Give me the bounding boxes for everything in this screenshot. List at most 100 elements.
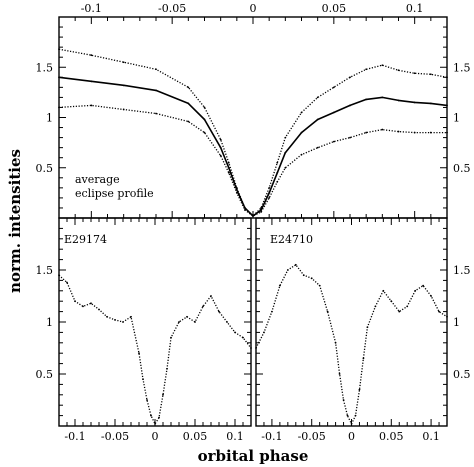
data-point xyxy=(334,341,337,344)
data-point xyxy=(326,310,329,313)
data-point xyxy=(316,146,319,149)
data-point xyxy=(227,161,230,164)
data-point xyxy=(170,336,172,339)
data-point xyxy=(260,209,262,211)
data-point xyxy=(397,69,400,72)
x-tick-label: -0.1 xyxy=(64,430,85,443)
data-point xyxy=(82,305,84,308)
y-tick-label: 1.5 xyxy=(453,61,471,74)
series-line-e29174-0 xyxy=(58,274,252,425)
x-tick-label: -0.05 xyxy=(158,2,186,15)
panel-frame-e24710 xyxy=(255,217,448,427)
data-point xyxy=(142,378,144,381)
data-point xyxy=(130,315,132,318)
data-point xyxy=(194,321,196,323)
data-point xyxy=(349,104,351,107)
data-point xyxy=(294,263,297,266)
panel-frame-e29174 xyxy=(58,217,252,427)
data-point xyxy=(203,118,206,121)
y-tick-label: 1.5 xyxy=(36,264,54,277)
data-point xyxy=(346,414,349,417)
data-point xyxy=(155,68,157,71)
data-point xyxy=(332,86,335,89)
data-point xyxy=(227,171,230,174)
data-point xyxy=(358,388,361,391)
data-point xyxy=(90,54,93,57)
data-point xyxy=(397,99,400,102)
data-point xyxy=(146,399,148,401)
data-point xyxy=(252,215,254,217)
data-point xyxy=(218,310,220,313)
data-point xyxy=(219,154,222,157)
data-point xyxy=(58,274,60,277)
data-point xyxy=(446,76,448,79)
data-point xyxy=(158,416,160,419)
data-point xyxy=(98,308,100,311)
data-point xyxy=(276,171,279,174)
data-point xyxy=(446,131,448,134)
data-point xyxy=(271,310,273,313)
data-point xyxy=(260,211,262,213)
y-tick-label: 1 xyxy=(453,112,460,125)
data-point xyxy=(349,136,351,139)
data-point xyxy=(316,118,319,121)
data-point xyxy=(155,112,157,115)
x-tick-label: -0.1 xyxy=(81,2,102,15)
data-point xyxy=(318,284,321,287)
data-point xyxy=(219,146,222,149)
data-point xyxy=(342,399,345,401)
data-point xyxy=(446,315,448,318)
y-tick-label: 0.5 xyxy=(36,162,54,175)
data-point xyxy=(90,104,93,107)
x-tick-label: 0.05 xyxy=(183,430,208,443)
x-tick-label: 0.1 xyxy=(406,2,424,15)
data-point xyxy=(90,302,92,305)
data-point xyxy=(365,98,368,101)
data-point xyxy=(235,191,238,194)
data-point xyxy=(284,151,287,154)
data-point xyxy=(234,331,236,334)
data-point xyxy=(278,284,281,287)
data-point xyxy=(122,84,125,87)
panel-annotation-average: average xyxy=(75,173,120,186)
data-point xyxy=(210,295,212,297)
data-point xyxy=(397,130,400,133)
data-point xyxy=(286,269,289,271)
data-point xyxy=(406,305,409,308)
data-point xyxy=(58,48,60,51)
data-point xyxy=(114,319,116,321)
data-point xyxy=(430,295,432,297)
y-tick-label: 1 xyxy=(46,316,53,329)
data-point xyxy=(398,310,401,313)
data-point xyxy=(350,423,353,425)
data-point xyxy=(155,89,157,92)
x-tick-label: -0.1 xyxy=(261,430,282,443)
data-point xyxy=(338,373,341,375)
data-point xyxy=(300,111,303,114)
x-tick-label: 0.05 xyxy=(322,2,347,15)
data-point xyxy=(365,131,368,134)
data-point xyxy=(429,102,432,105)
data-point xyxy=(300,153,303,156)
x-tick-label: 0.05 xyxy=(379,430,404,443)
data-point xyxy=(122,321,124,323)
data-point xyxy=(226,321,228,323)
data-point xyxy=(310,277,313,280)
data-point xyxy=(138,352,140,355)
data-point xyxy=(166,367,168,370)
data-point xyxy=(382,289,385,292)
data-point xyxy=(390,300,393,303)
panel-annotation-e24710: E24710 xyxy=(270,233,313,246)
y-tick-label: 0.5 xyxy=(36,368,54,381)
x-tick-label: 0.1 xyxy=(226,430,244,443)
data-point xyxy=(187,86,190,89)
data-point xyxy=(244,207,246,209)
data-point xyxy=(413,72,416,75)
data-point xyxy=(227,166,230,169)
data-point xyxy=(58,106,60,109)
series-line-e24710-0 xyxy=(255,264,448,425)
data-point xyxy=(438,310,440,313)
data-point xyxy=(414,289,417,292)
data-point xyxy=(90,80,93,83)
y-tick-label: 1.5 xyxy=(36,61,54,74)
